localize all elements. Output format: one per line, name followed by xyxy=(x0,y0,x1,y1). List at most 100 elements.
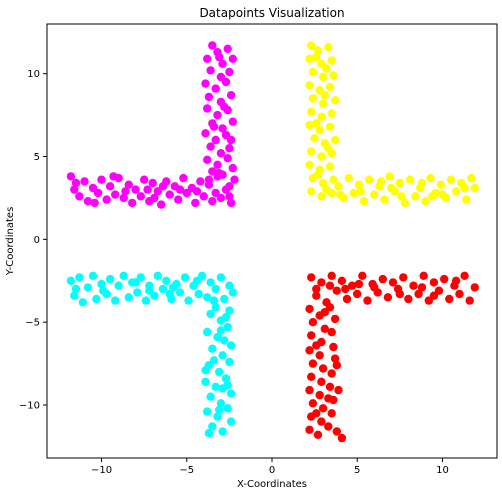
data-point xyxy=(199,192,208,201)
data-point xyxy=(470,283,479,292)
data-point xyxy=(208,422,217,431)
chart-title: Datapoints Visualization xyxy=(199,6,344,20)
data-point xyxy=(370,283,379,292)
data-point xyxy=(385,172,394,181)
data-point xyxy=(318,178,328,188)
data-point xyxy=(312,409,321,418)
data-point xyxy=(334,385,343,395)
data-point xyxy=(105,274,115,284)
data-point xyxy=(325,162,335,171)
data-point xyxy=(330,314,340,324)
data-point xyxy=(462,195,471,204)
data-point xyxy=(211,284,220,294)
data-point xyxy=(318,99,328,108)
data-point xyxy=(305,120,314,130)
data-point xyxy=(337,276,347,285)
data-point xyxy=(404,294,413,304)
data-point xyxy=(440,274,449,284)
data-point xyxy=(228,163,237,173)
data-point xyxy=(436,180,445,189)
data-point xyxy=(223,154,232,163)
data-point xyxy=(353,289,362,299)
data-point xyxy=(221,77,231,87)
data-point xyxy=(342,294,352,304)
data-point xyxy=(320,91,329,100)
data-point xyxy=(395,178,404,188)
data-point xyxy=(383,293,393,302)
data-point xyxy=(157,200,166,209)
data-point xyxy=(225,182,234,191)
data-point xyxy=(307,331,316,340)
data-point xyxy=(194,289,203,299)
data-point xyxy=(216,326,226,335)
data-point xyxy=(411,192,420,201)
data-point xyxy=(111,190,120,199)
data-point xyxy=(220,294,229,304)
data-point xyxy=(465,296,474,305)
data-point xyxy=(467,173,476,183)
y-tick-label: −10 xyxy=(19,400,40,411)
data-point xyxy=(192,187,202,196)
data-point xyxy=(206,142,215,151)
data-point xyxy=(220,336,229,345)
data-point xyxy=(417,178,427,188)
data-point xyxy=(387,183,396,193)
data-points xyxy=(66,41,479,443)
data-point xyxy=(310,134,319,143)
data-point xyxy=(330,135,340,145)
data-point xyxy=(201,366,210,375)
data-point xyxy=(307,372,316,381)
data-point xyxy=(179,173,188,183)
data-point xyxy=(206,392,215,401)
data-point xyxy=(66,172,76,181)
data-point xyxy=(327,369,336,378)
data-point xyxy=(223,322,232,332)
data-point xyxy=(327,409,336,418)
data-point xyxy=(220,102,229,112)
data-point xyxy=(226,91,236,100)
data-point xyxy=(376,177,386,186)
data-point xyxy=(218,427,227,436)
data-point xyxy=(399,273,408,282)
data-point xyxy=(322,64,331,73)
data-point xyxy=(218,351,227,360)
data-point xyxy=(312,341,321,350)
data-point xyxy=(148,178,157,188)
data-point xyxy=(324,422,333,431)
data-point xyxy=(332,427,341,436)
data-point xyxy=(66,276,76,285)
data-point xyxy=(204,429,214,438)
data-point xyxy=(124,180,133,189)
data-point xyxy=(225,144,234,153)
data-point xyxy=(196,177,205,186)
data-point xyxy=(204,92,214,102)
data-point xyxy=(455,289,464,299)
data-point xyxy=(158,182,168,191)
data-point xyxy=(318,364,328,373)
data-point xyxy=(380,195,389,204)
data-point xyxy=(223,404,232,413)
data-point xyxy=(162,276,171,285)
data-point xyxy=(307,273,316,282)
data-point xyxy=(215,367,224,377)
data-point xyxy=(211,303,220,312)
data-point xyxy=(330,354,340,363)
data-point xyxy=(218,59,227,68)
data-point xyxy=(228,54,237,63)
data-point xyxy=(332,361,341,370)
data-point xyxy=(315,390,324,400)
data-point xyxy=(317,112,326,122)
data-point xyxy=(174,195,183,204)
data-point xyxy=(428,192,437,201)
data-point xyxy=(105,182,115,191)
data-point xyxy=(111,296,120,305)
data-point xyxy=(397,192,406,201)
data-point xyxy=(133,288,142,297)
data-point xyxy=(354,180,364,189)
data-point xyxy=(228,288,237,297)
x-tick-label: 0 xyxy=(269,465,275,476)
data-point xyxy=(70,291,79,300)
data-point xyxy=(150,193,159,203)
data-point xyxy=(143,185,152,194)
data-point xyxy=(226,198,236,208)
